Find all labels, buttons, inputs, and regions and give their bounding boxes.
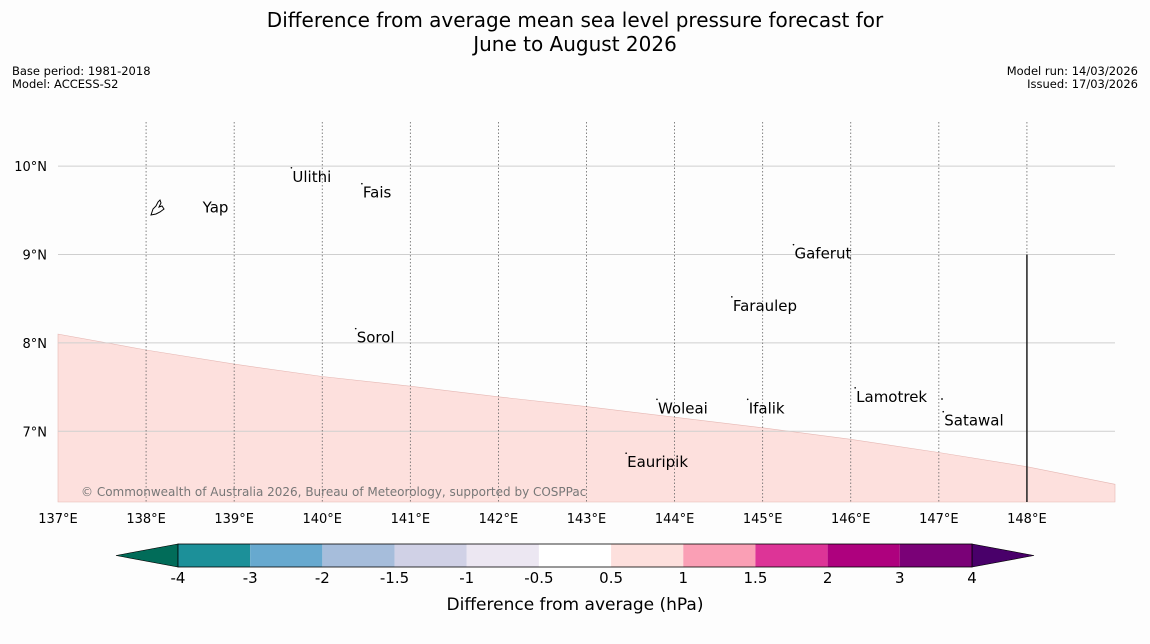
colorbar-tick-label: 1 [678,569,688,587]
place-label: Eauripik [627,453,688,471]
colorbar-under-arrow [115,543,179,568]
model-run: Model run: 14/03/2026 [1006,64,1138,78]
colorbar-tick-label: -3 [243,569,258,587]
island-marker [792,243,795,246]
colorbar: -4 -3 -2 -1.5 -1 -0.5 0.5 1 1.5 2 3 4 Difference fr… [115,543,1035,615]
colorbar-tick-label: 0.5 [599,569,623,587]
island-marker [731,296,733,298]
lon-tick-label: 147°E [919,512,959,527]
colorbar-segment [899,544,972,567]
island-marker [290,166,293,169]
place-label: Yap [202,199,229,217]
colorbar-segment [394,544,467,567]
lon-tick-label: 142°E [479,512,519,527]
lat-tick-label: 7°N [23,425,48,440]
place-label: Woleai [658,399,708,417]
lon-tick-label: 143°E [567,512,607,527]
colorbar-frame [177,543,973,568]
metadata-right: Model run: 14/03/2026 Issued: 17/03/2026 [1007,65,1138,91]
place-label: Ifalik [749,399,785,417]
lat-tick-label: 10°N [14,160,47,175]
lat-tick-label: 8°N [23,337,48,352]
place-label: Lamotrek [856,388,927,406]
colorbar-tick-label: -1.5 [380,569,409,587]
colorbar-tick-label: -0.5 [524,569,553,587]
colorbar-segment [250,544,323,567]
graticule [58,122,1115,502]
place-label: Satawal [944,412,1003,430]
colorbar-tick-label: -1 [459,569,474,587]
place-label: Ulithi [292,168,331,186]
lon-tick-label: 144°E [655,512,695,527]
island-marker [361,182,363,185]
issued-date: Issued: 17/03/2026 [1027,77,1138,91]
lon-tick-label: 141°E [391,512,431,527]
metadata-left: Base period: 1981-2018 Model: ACCESS-S2 [12,65,151,91]
copyright-notice: © Commonwealth of Australia 2026, Bureau… [81,485,586,499]
place-label: Faraulep [733,297,797,315]
axis-labels: 10°N 9°N 8°N 7°N 137°E 138°E 139°E 140°E 141°E 14… [14,160,1046,527]
colorbar-segment [827,544,900,567]
map-area: Yap Ulithi Fais Gaferut Faraulep Sorol Lamotre… [57,122,1116,503]
colorbar-tick-label: -4 [171,569,186,587]
base-period: Base period: 1981-2018 [12,64,151,78]
colorbar-segment [611,544,684,567]
island-marker [656,398,658,401]
islands [150,199,165,216]
place-label: Fais [363,184,392,202]
island-marker [746,398,749,401]
colorbar-tick-label: 4 [967,569,977,587]
lon-tick-label: 139°E [214,512,254,527]
island-marker [942,410,945,413]
lat-tick-label: 9°N [23,249,48,264]
colorbar-segment [683,544,756,567]
place-label: Sorol [357,329,395,347]
colorbar-tick-label: 3 [895,569,905,587]
lon-tick-label: 140°E [302,512,342,527]
island-marker [941,398,943,400]
place-labels: Yap Ulithi Fais Gaferut Faraulep Sorol Lamotre… [202,166,1004,471]
colorbar-title: Difference from average (hPa) [447,595,704,615]
lon-tick-label: 137°E [38,512,78,527]
lon-tick-label: 145°E [743,512,783,527]
colorbar-tick-label: 1.5 [744,569,768,587]
colorbar-segment [538,544,612,567]
place-label: Gaferut [794,245,851,263]
model-name: Model: ACCESS-S2 [12,77,119,91]
island-marker [625,452,627,455]
colorbar-segment [178,544,251,567]
pressure-anomaly-region [57,333,1116,503]
yap-island-outline [150,199,165,216]
colorbar-tick-labels: -4 -3 -2 -1.5 -1 -0.5 0.5 1 1.5 2 3 4 [171,569,977,587]
lon-tick-label: 138°E [126,512,166,527]
island-marker [354,327,357,330]
colorbar-segments [115,543,1035,568]
lon-tick-label: 146°E [831,512,871,527]
colorbar-segment [322,544,395,567]
island-marker [854,387,856,389]
colorbar-tick-label: -2 [315,569,330,587]
map-title: Difference from average mean sea level p… [0,8,1150,56]
lon-tick-label: 148°E [1007,512,1047,527]
title-line-1: Difference from average mean sea level p… [266,8,884,32]
title-line-2: June to August 2026 [473,32,677,56]
colorbar-segment [466,544,539,567]
colorbar-over-arrow [971,543,1035,568]
colorbar-segment [755,544,828,567]
colorbar-tick-label: 2 [823,569,833,587]
